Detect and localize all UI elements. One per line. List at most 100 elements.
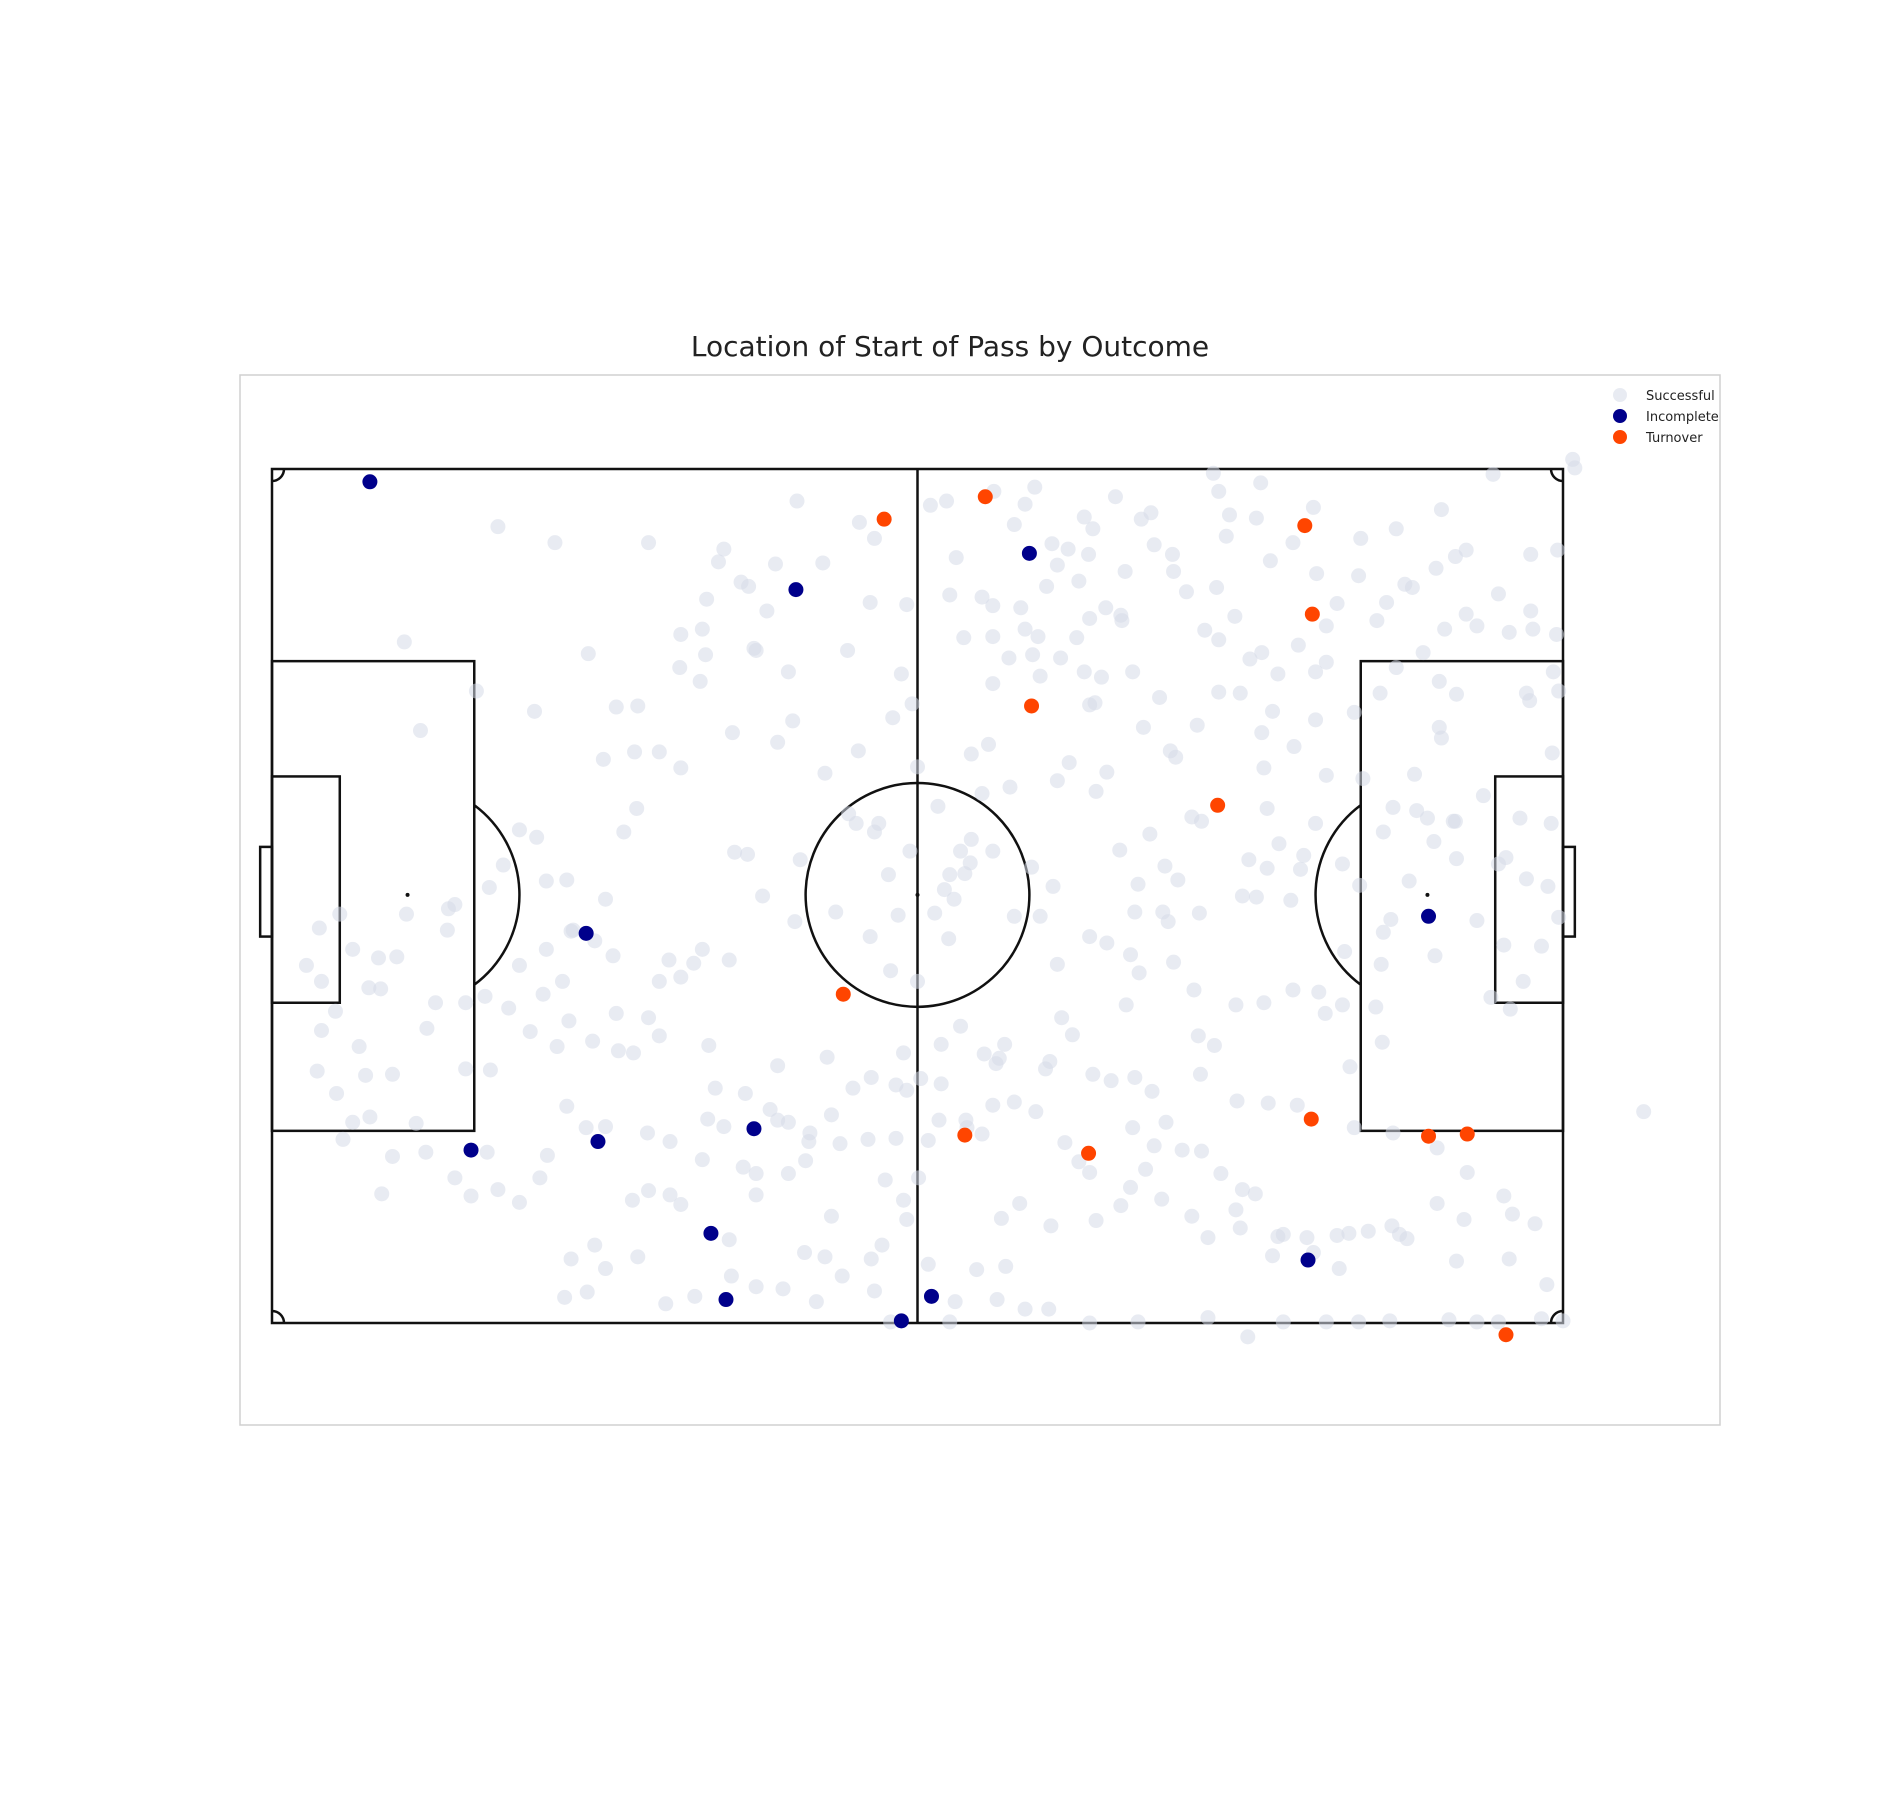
- incomplete-point: [1421, 908, 1437, 924]
- legend-marker-turnover: [1613, 430, 1627, 444]
- successful-point: [565, 922, 581, 938]
- successful-point: [1518, 871, 1534, 887]
- successful-point: [625, 1045, 641, 1061]
- right-penalty-spot: [1425, 892, 1430, 897]
- successful-point: [1544, 745, 1560, 761]
- successful-point: [1265, 703, 1281, 719]
- successful-point: [1331, 1261, 1347, 1277]
- successful-point: [1385, 799, 1401, 815]
- successful-point: [529, 829, 545, 845]
- successful-point: [1490, 586, 1506, 602]
- successful-point: [1053, 650, 1069, 666]
- legend-marker-incomplete: [1613, 409, 1627, 423]
- successful-point: [1071, 573, 1087, 589]
- successful-point: [1308, 664, 1324, 680]
- successful-point: [1044, 536, 1060, 552]
- successful-point: [1071, 1154, 1087, 1170]
- successful-point: [579, 1284, 595, 1300]
- successful-point: [428, 995, 444, 1011]
- successful-point: [1308, 815, 1324, 831]
- successful-point: [418, 1144, 434, 1160]
- successful-point: [580, 646, 596, 662]
- successful-point: [563, 1251, 579, 1267]
- successful-point: [1305, 499, 1321, 515]
- successful-point: [883, 1314, 899, 1330]
- successful-point: [850, 743, 866, 759]
- successful-point: [724, 725, 740, 741]
- successful-point: [1555, 1313, 1571, 1329]
- successful-point: [329, 1085, 345, 1101]
- successful-point: [1346, 1120, 1362, 1136]
- successful-point: [1162, 743, 1178, 759]
- successful-point: [1229, 1093, 1245, 1109]
- successful-point: [1346, 704, 1362, 720]
- successful-point: [866, 1283, 882, 1299]
- successful-point: [389, 949, 405, 965]
- successful-point: [1209, 579, 1225, 595]
- successful-point: [863, 1069, 879, 1085]
- successful-point: [468, 683, 484, 699]
- successful-point: [1549, 626, 1565, 642]
- successful-point: [1123, 1179, 1139, 1195]
- successful-point: [374, 1186, 390, 1202]
- successful-point: [798, 1153, 814, 1169]
- successful-point: [585, 1033, 601, 1049]
- successful-point: [419, 1020, 435, 1036]
- successful-point: [974, 1126, 990, 1142]
- successful-point: [1525, 621, 1541, 637]
- successful-point: [899, 1211, 915, 1227]
- successful-point: [1178, 584, 1194, 600]
- successful-point: [630, 1249, 646, 1265]
- successful-point: [1469, 1314, 1485, 1330]
- successful-point: [605, 948, 621, 964]
- successful-point: [527, 703, 543, 719]
- successful-point: [1317, 1005, 1333, 1021]
- successful-point: [1351, 568, 1367, 584]
- successful-point: [1194, 1143, 1210, 1159]
- legend-label-incomplete: Incomplete: [1646, 410, 1719, 425]
- successful-point: [936, 882, 952, 898]
- successful-point: [1001, 650, 1017, 666]
- successful-point: [1155, 904, 1171, 920]
- successful-point: [1211, 483, 1227, 499]
- successful-point: [1200, 1230, 1216, 1246]
- successful-point: [851, 514, 867, 530]
- legend-label-turnover: Turnover: [1645, 431, 1703, 446]
- successful-point: [1125, 1120, 1141, 1136]
- successful-point: [554, 973, 570, 989]
- successful-point: [1275, 1226, 1291, 1242]
- successful-point: [1341, 1225, 1357, 1241]
- successful-point: [673, 760, 689, 776]
- successful-point: [511, 822, 527, 838]
- successful-point: [673, 626, 689, 642]
- successful-point: [896, 1045, 912, 1061]
- successful-point: [930, 798, 946, 814]
- successful-point: [1448, 1253, 1464, 1269]
- successful-point: [412, 723, 428, 739]
- successful-point: [1152, 689, 1168, 705]
- successful-point: [985, 629, 1001, 645]
- successful-point: [1060, 541, 1076, 557]
- successful-point: [672, 660, 688, 676]
- successful-point: [651, 973, 667, 989]
- successful-point: [1469, 913, 1485, 929]
- successful-point: [1057, 1135, 1073, 1151]
- successful-point: [770, 1112, 786, 1128]
- successful-point: [1334, 997, 1350, 1013]
- successful-point: [1469, 618, 1485, 634]
- successful-point: [477, 988, 493, 1004]
- successful-point: [1401, 873, 1417, 889]
- successful-point: [1318, 654, 1334, 670]
- successful-point: [661, 952, 677, 968]
- centre-circle: [804, 781, 1031, 1009]
- successful-point: [1426, 834, 1442, 850]
- successful-point: [1006, 1094, 1022, 1110]
- successful-point: [1232, 1220, 1248, 1236]
- centre-spot: [915, 892, 920, 897]
- successful-point: [1154, 1191, 1170, 1207]
- successful-point: [1496, 937, 1512, 953]
- successful-point: [802, 1125, 818, 1141]
- successful-point: [1445, 813, 1461, 829]
- successful-point: [532, 1170, 548, 1186]
- successful-point: [447, 897, 463, 913]
